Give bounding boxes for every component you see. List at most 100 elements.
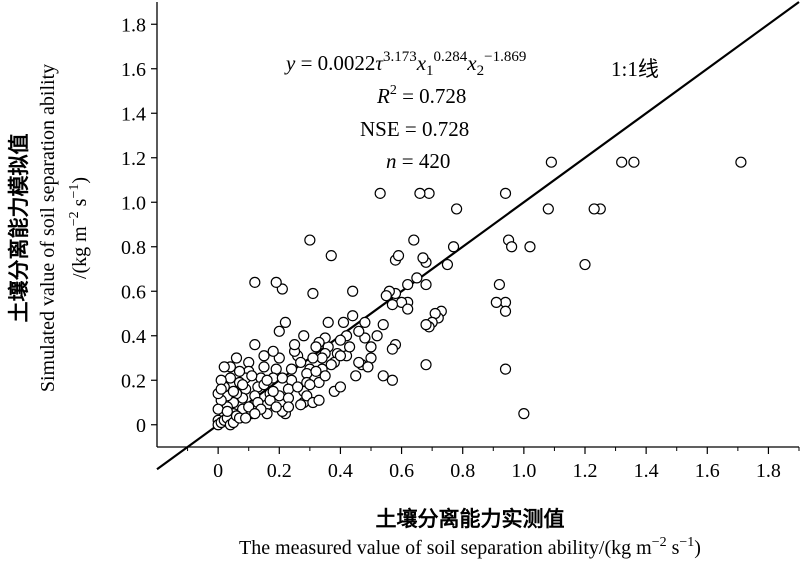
data-point	[499, 305, 512, 317]
data-point	[365, 341, 377, 353]
data-point	[316, 352, 328, 364]
data-point	[402, 303, 414, 315]
one-to-one-line	[156, 1, 800, 471]
y-axis-label-cn: 土壤分离能力模拟值	[7, 134, 31, 323]
data-point	[411, 272, 423, 284]
y-tick-label: 1.2	[121, 148, 146, 170]
y-tick-label: 0.8	[121, 237, 146, 259]
data-point	[276, 372, 288, 384]
y-tick-label: 1.0	[121, 192, 146, 214]
data-point	[310, 341, 322, 353]
data-point	[374, 187, 386, 199]
x-tick-label: 1.6	[695, 460, 720, 482]
data-point	[347, 285, 359, 297]
data-point	[490, 296, 502, 308]
y-tick-label: 1.4	[121, 103, 146, 125]
x-tick-label: 0.8	[450, 460, 475, 482]
data-point	[273, 325, 285, 337]
x-tick-label: 0.2	[267, 460, 292, 482]
x-tick-label: 1.4	[634, 460, 659, 482]
data-point	[270, 276, 282, 288]
data-point	[524, 241, 536, 253]
data-point	[249, 339, 261, 351]
data-point	[371, 330, 383, 342]
data-point	[386, 299, 398, 311]
data-point	[334, 381, 347, 393]
y-tick-label: 0.2	[121, 370, 146, 392]
nse-annotation: NSE = 0.728	[360, 117, 469, 141]
y-tick-label: 1.8	[121, 14, 146, 36]
data-point	[417, 252, 429, 264]
data-point	[499, 187, 512, 199]
data-point	[246, 370, 258, 382]
y-axis-label-en-line2: /(kg m−2 s−1)	[67, 177, 91, 279]
data-point	[334, 334, 347, 346]
data-point	[408, 234, 420, 246]
data-point	[579, 258, 591, 271]
data-point	[267, 385, 279, 397]
data-point	[420, 319, 432, 331]
x-tick-label: 0	[213, 460, 223, 482]
data-point	[224, 372, 236, 384]
data-point	[441, 258, 454, 271]
data-point	[267, 345, 279, 357]
data-point	[230, 352, 243, 364]
x-tick-label: 1.2	[573, 460, 598, 482]
data-point	[240, 412, 252, 424]
data-point	[447, 241, 460, 253]
data-point	[616, 156, 628, 168]
data-point	[344, 341, 356, 353]
data-point	[347, 310, 359, 322]
data-point	[353, 356, 365, 369]
data-point	[362, 361, 374, 373]
data-point	[420, 359, 432, 371]
data-point	[221, 405, 233, 417]
data-point	[588, 203, 600, 215]
data-point	[337, 316, 350, 328]
data-point	[295, 356, 307, 369]
data-point	[518, 408, 530, 420]
data-point	[218, 361, 230, 373]
x-tick-label: 1.0	[511, 460, 536, 482]
data-point	[380, 290, 392, 302]
data-point	[735, 156, 747, 168]
data-point	[307, 287, 319, 300]
data-point	[258, 350, 270, 362]
data-point	[313, 394, 325, 406]
data-point	[386, 374, 398, 386]
data-point	[392, 250, 405, 262]
data-point	[545, 156, 557, 168]
data-point	[304, 234, 316, 246]
data-point	[325, 250, 337, 262]
data-point	[233, 365, 246, 377]
y-axis-ticks: 0 0.2 0.4 0.6 0.8 1.0 1.2 1.4 1.6 1.8	[121, 14, 157, 437]
data-point	[258, 361, 270, 373]
data-point	[322, 316, 334, 328]
data-point	[628, 156, 640, 168]
data-point	[249, 276, 261, 288]
data-point	[310, 365, 322, 377]
x-axis-label-en: The measured value of soil separation ab…	[239, 535, 701, 559]
data-point	[493, 278, 505, 291]
data-point	[270, 401, 282, 413]
data-point	[325, 359, 337, 371]
data-point	[542, 203, 554, 215]
y-axis-label-en-line1: Simulated value of soil separation abili…	[37, 64, 59, 392]
data-point	[292, 381, 304, 393]
data-point	[377, 319, 389, 331]
data-point	[334, 350, 347, 362]
data-point	[420, 278, 432, 291]
data-point	[319, 370, 331, 382]
data-point	[227, 385, 240, 397]
data-point	[359, 316, 371, 328]
data-point	[298, 330, 310, 342]
x-axis-label-cn: 土壤分离能力实测值	[376, 507, 565, 531]
y-tick-label: 0.4	[121, 326, 146, 348]
data-point	[414, 187, 426, 199]
x-tick-label: 0.4	[328, 460, 353, 482]
equation-annotation: y = 0.0022τ3.173x10.284x2−1.869	[284, 49, 526, 79]
data-point	[261, 374, 273, 386]
data-point	[451, 203, 463, 215]
x-tick-label: 0.6	[389, 460, 414, 482]
